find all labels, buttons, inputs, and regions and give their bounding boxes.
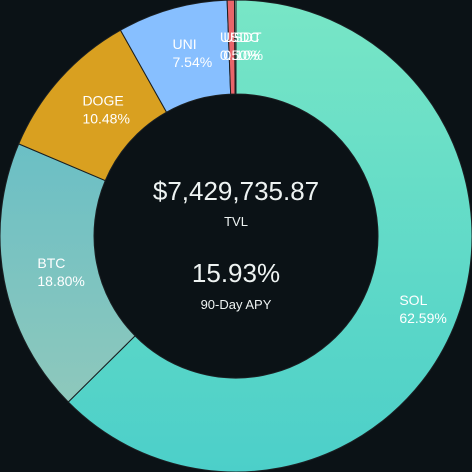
slice-value: 7.54%: [172, 54, 212, 70]
label-btc: BTC 18.80%: [37, 255, 84, 289]
label-usdc: USDC 0.50%: [220, 29, 260, 63]
apy-label: 90-Day APY: [200, 297, 272, 312]
slice-value: 18.80%: [37, 273, 84, 289]
slice-name: BTC: [37, 255, 65, 271]
slice-value: 0.10%: [223, 47, 263, 63]
label-usdt: USDT 0.10%: [223, 29, 263, 63]
slice-value: 62.59%: [399, 310, 446, 326]
slice-name: USDT: [223, 29, 262, 45]
tvl-label: TVL: [224, 214, 248, 229]
slice-value: 0.50%: [220, 47, 260, 63]
label-doge: DOGE 10.48%: [82, 92, 129, 126]
slice-usdt[interactable]: [234, 0, 237, 95]
slice-name: UNI: [172, 36, 196, 52]
label-sol: SOL 62.59%: [399, 292, 446, 326]
slice-name: SOL: [399, 292, 427, 308]
slice-sol[interactable]: [67, 0, 472, 472]
slice-name: USDC: [220, 29, 260, 45]
slice-value: 10.48%: [82, 110, 129, 126]
slice-name: DOGE: [82, 92, 123, 108]
slice-btc[interactable]: [0, 143, 136, 403]
tvl-value: $7,429,735.87: [152, 176, 320, 206]
label-uni: UNI 7.54%: [172, 36, 212, 70]
apy-value: 15.93%: [191, 258, 281, 288]
